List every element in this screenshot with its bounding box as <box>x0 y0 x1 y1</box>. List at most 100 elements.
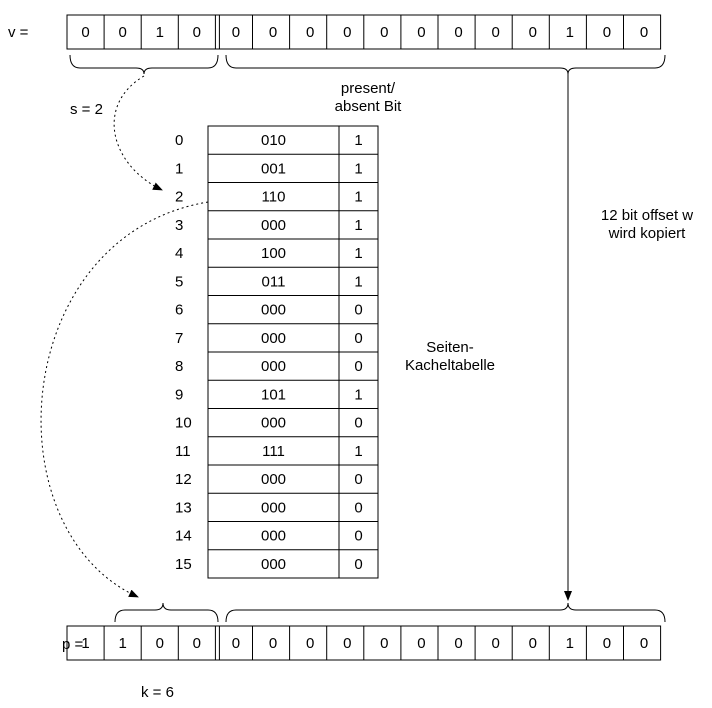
table-label-line2: Kacheltabelle <box>404 357 496 374</box>
table-row-index-1: 1 <box>175 160 183 177</box>
table-row-frame-3: 000 <box>261 217 286 234</box>
v-register-bit-14: 0 <box>603 24 611 41</box>
p-register-bit-11: 0 <box>491 635 499 652</box>
p-register-bit-1: 1 <box>118 635 126 652</box>
v-register-bit-10: 0 <box>454 24 462 41</box>
table-row-index-12: 12 <box>175 471 192 488</box>
present-absent-bit-label: present/ absent Bit <box>318 80 418 116</box>
v-label: v = <box>8 24 29 41</box>
table-row-frame-10: 000 <box>261 415 286 432</box>
table-row-present-7: 0 <box>354 330 362 347</box>
k-label: k = 6 <box>141 684 174 701</box>
table-row-index-6: 6 <box>175 302 183 319</box>
table-row-present-5: 1 <box>354 273 362 290</box>
offset-brace-p <box>225 602 666 623</box>
p-register-bit-6: 0 <box>306 635 314 652</box>
v-register-bit-5: 0 <box>269 24 277 41</box>
table-row-index-4: 4 <box>175 245 183 262</box>
table-row-frame-4: 100 <box>261 245 286 262</box>
page-table: 0 010 11 001 12 110 13 000 14 100 15 011 16 000 07 000 0… <box>175 125 379 579</box>
p-register-bit-4: 0 <box>232 635 240 652</box>
table-row-present-15: 0 <box>354 556 362 573</box>
table-row-frame-1: 001 <box>261 160 286 177</box>
table-row-index-11: 11 <box>175 443 191 460</box>
p-register-bit-5: 0 <box>269 635 277 652</box>
offset-label-line2: wird kopiert <box>608 225 686 242</box>
table-row-index-7: 7 <box>175 330 183 347</box>
v-register-bit-12: 0 <box>529 24 537 41</box>
table-row-present-0: 1 <box>354 132 362 149</box>
v-register-bit-7: 0 <box>343 24 351 41</box>
table-row-index-8: 8 <box>175 358 183 375</box>
table-row-index-10: 10 <box>175 415 192 432</box>
table-row-present-6: 0 <box>354 302 362 319</box>
present-label-line2: absent Bit <box>334 98 402 115</box>
table-row-frame-15: 000 <box>261 556 286 573</box>
v-register-bit-0: 0 <box>81 24 89 41</box>
v-register-bit-1: 0 <box>118 24 126 41</box>
table-row-present-12: 0 <box>354 471 362 488</box>
page-number-brace <box>69 54 219 75</box>
table-row-present-14: 0 <box>354 528 362 545</box>
offset-label-line1: 12 bit offset w <box>600 207 694 224</box>
s-label: s = 2 <box>70 101 103 118</box>
p-register-bit-14: 0 <box>603 635 611 652</box>
table-row-present-13: 0 <box>354 499 362 516</box>
p-register-bit-2: 0 <box>156 635 164 652</box>
v-register-bit-3: 0 <box>193 24 201 41</box>
table-row-index-15: 15 <box>175 556 192 573</box>
table-row-frame-8: 000 <box>261 358 286 375</box>
offset-brace-v <box>225 54 666 75</box>
table-row-frame-0: 010 <box>261 132 286 149</box>
physical-address-register: 1 1 0 0 0 0 0 0 0 0 0 0 0 1 0 0 <box>66 625 662 661</box>
v-register-bit-13: 1 <box>566 24 574 41</box>
table-row-frame-11: 111 <box>262 443 285 460</box>
table-row-present-9: 1 <box>354 386 362 403</box>
table-row-frame-14: 000 <box>261 528 286 545</box>
p-register-bit-8: 0 <box>380 635 388 652</box>
table-row-frame-5: 011 <box>262 273 286 290</box>
p-register-bit-10: 0 <box>454 635 462 652</box>
table-label-line1: Seiten- <box>426 339 474 356</box>
v-register-bit-4: 0 <box>232 24 240 41</box>
table-row-present-11: 1 <box>354 443 362 460</box>
table-row-frame-9: 101 <box>261 386 286 403</box>
v-register-bit-15: 0 <box>640 24 648 41</box>
p-register-bit-7: 0 <box>343 635 351 652</box>
v-register-bit-9: 0 <box>417 24 425 41</box>
frame-number-brace <box>114 602 219 623</box>
table-row-index-13: 13 <box>175 499 192 516</box>
table-row-index-0: 0 <box>175 132 183 149</box>
virtual-address-register: 0 0 1 0 0 0 0 0 0 0 0 0 0 1 0 0 <box>66 14 662 50</box>
v-register-bit-6: 0 <box>306 24 314 41</box>
table-row-frame-2: 110 <box>262 189 286 206</box>
v-register-bit-8: 0 <box>380 24 388 41</box>
p-register-bit-0: 1 <box>81 635 89 652</box>
table-row-frame-13: 000 <box>261 499 286 516</box>
p-register-bit-3: 0 <box>193 635 201 652</box>
table-row-present-3: 1 <box>354 217 362 234</box>
page-lookup-arrow <box>113 75 163 191</box>
table-row-index-3: 3 <box>175 217 183 234</box>
table-row-frame-12: 000 <box>261 471 286 488</box>
p-register-bit-12: 0 <box>529 635 537 652</box>
table-row-present-8: 0 <box>354 358 362 375</box>
table-row-index-2: 2 <box>175 189 183 206</box>
offset-label: 12 bit offset w wird kopiert <box>582 207 712 243</box>
p-register-bit-15: 0 <box>640 635 648 652</box>
table-row-index-5: 5 <box>175 273 183 290</box>
table-row-index-9: 9 <box>175 386 183 403</box>
page-frame-table-label: Seiten- Kacheltabelle <box>390 339 510 375</box>
table-row-frame-6: 000 <box>261 302 286 319</box>
table-row-present-4: 1 <box>354 245 362 262</box>
p-register-bit-13: 1 <box>566 635 574 652</box>
table-row-present-2: 1 <box>354 189 362 206</box>
table-row-frame-7: 000 <box>261 330 286 347</box>
present-label-line1: present/ <box>340 80 396 97</box>
p-register-bit-9: 0 <box>417 635 425 652</box>
v-register-bit-2: 1 <box>156 24 164 41</box>
table-row-present-1: 1 <box>354 160 362 177</box>
table-row-index-14: 14 <box>175 528 192 545</box>
v-register-bit-11: 0 <box>491 24 499 41</box>
